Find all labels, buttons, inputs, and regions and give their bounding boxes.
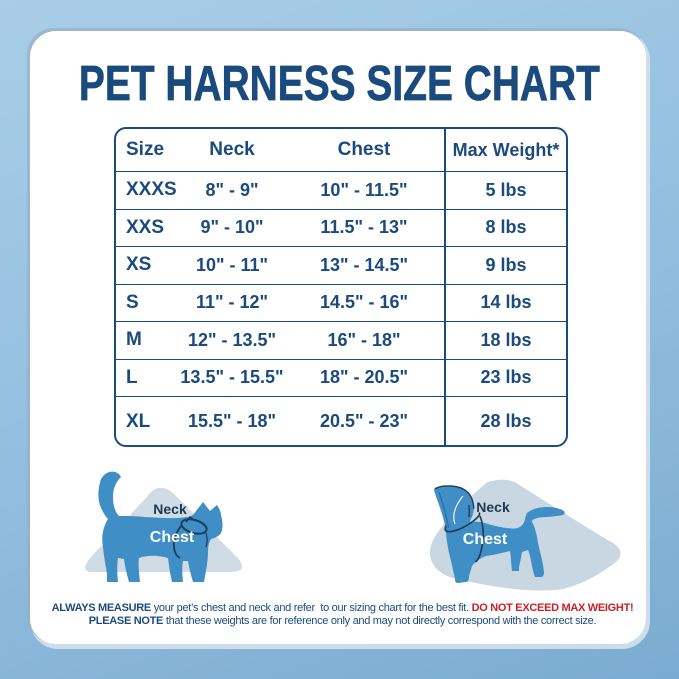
svg-text:Neck: Neck [476, 499, 510, 515]
svg-text:Neck: Neck [153, 501, 187, 517]
svg-text:Chest: Chest [150, 529, 195, 546]
svg-text:Chest: Chest [463, 531, 508, 548]
